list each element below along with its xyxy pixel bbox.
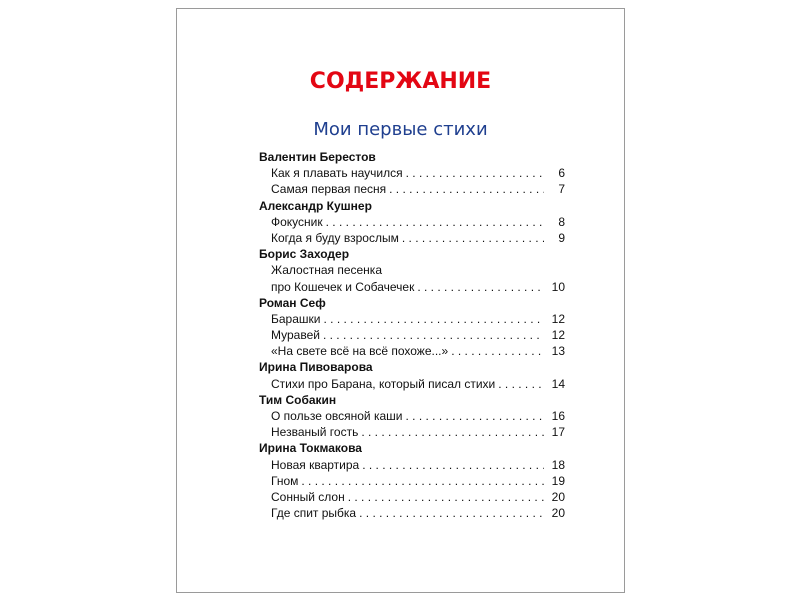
toc-entry[interactable]: Гном 19 [259, 473, 565, 489]
dot-leader [389, 181, 544, 197]
dot-leader [451, 343, 544, 359]
toc-entry-title-line: Жалостная песенка [271, 263, 382, 278]
toc-entry-title: Сонный слон [271, 489, 345, 504]
dot-leader [301, 473, 544, 489]
toc-entry-page: 20 [551, 489, 565, 504]
toc-entry-page: 9 [558, 230, 565, 245]
toc-entry-title: Как я плавать научился [271, 166, 403, 181]
table-of-contents: Валентин Берестов Как я плавать научился 6… [259, 149, 565, 521]
dot-leader [405, 408, 544, 424]
toc-entry[interactable]: про Кошечек и Собачечек 10 [259, 279, 565, 295]
book-subtitle: Мои первые стихи [313, 119, 488, 140]
dot-leader [348, 489, 544, 505]
toc-entry-title: Гном [271, 473, 299, 488]
toc-entry-title: «На свете всё на всё похоже...» [271, 344, 449, 359]
dot-leader [323, 311, 544, 327]
toc-entry[interactable]: Когда я буду взрослым 9 [259, 230, 565, 246]
toc-entry-title: Где спит рыбка [271, 506, 357, 521]
dot-leader [326, 214, 544, 230]
toc-entry[interactable]: Муравей 12 [259, 327, 565, 343]
toc-author: Александр Кушнер [259, 198, 372, 213]
toc-entry[interactable]: Где спит рыбка 20 [259, 505, 565, 521]
toc-entry-page: 19 [551, 473, 565, 488]
toc-entry-title: О пользе овсяной каши [271, 409, 403, 423]
toc-entry-page: 16 [551, 409, 565, 423]
toc-entry-page: 12 [551, 311, 565, 326]
toc-entry[interactable]: О пользе овсяной каши 16 [259, 408, 565, 424]
toc-entry[interactable]: Барашки 12 [259, 311, 565, 327]
toc-entry-page: 7 [558, 182, 565, 197]
toc-entry-title: Барашки [271, 311, 321, 326]
toc-entry-title: Муравей [271, 328, 320, 343]
toc-entry-title: Когда я буду взрослым [271, 230, 399, 245]
toc-entry[interactable]: Как я плавать научился 6 [259, 165, 565, 181]
toc-entry-page: 10 [551, 279, 565, 294]
toc-entry-title: Фокусник [271, 214, 323, 229]
toc-entry[interactable]: «На свете всё на всё похоже...» 13 [259, 343, 565, 359]
toc-entry-title: Стихи про Барана, который писал стихи [271, 376, 496, 391]
dot-leader [498, 376, 544, 392]
document-page: СОДЕРЖАНИЕ Мои первые стихи Валентин Бер… [176, 8, 625, 593]
toc-entry-page: 18 [551, 457, 565, 472]
dot-leader [402, 230, 544, 246]
toc-entry[interactable]: Самая первая песня 7 [259, 181, 565, 197]
toc-entry-page: 20 [551, 506, 565, 521]
toc-entry-title: Незваный гость [271, 425, 359, 440]
toc-entry[interactable]: Незваный гость 17 [259, 424, 565, 440]
toc-entry-page: 13 [551, 344, 565, 359]
toc-entry[interactable]: Стихи про Барана, который писал стихи 14 [259, 376, 565, 392]
toc-entry-page: 6 [558, 166, 565, 181]
toc-entry-title: Новая квартира [271, 457, 360, 472]
page-title: СОДЕРЖАНИЕ [309, 69, 492, 94]
toc-author: Валентин Берестов [259, 150, 376, 164]
toc-entry-page: 14 [551, 376, 565, 391]
toc-author: Роман Сеф [259, 295, 326, 310]
dot-leader [359, 505, 544, 521]
dot-leader [417, 279, 544, 295]
toc-entry-title: Самая первая песня [271, 182, 387, 197]
dot-leader [361, 424, 544, 440]
toc-author: Ирина Токмакова [259, 441, 362, 456]
toc-author: Борис Заходер [259, 247, 350, 262]
toc-entry[interactable]: Фокусник 8 [259, 214, 565, 230]
dot-leader [362, 457, 544, 473]
toc-author: Ирина Пивоварова [259, 360, 373, 375]
toc-author: Тим Собакин [259, 392, 337, 407]
toc-entry[interactable]: Новая квартира 18 [259, 457, 565, 473]
toc-entry-title: про Кошечек и Собачечек [271, 279, 415, 294]
toc-entry-page: 8 [558, 214, 565, 229]
dot-leader [406, 165, 544, 181]
toc-entry-page: 17 [551, 425, 565, 440]
dot-leader [323, 327, 544, 343]
toc-entry[interactable]: Сонный слон 20 [259, 489, 565, 505]
toc-entry-page: 12 [551, 328, 565, 343]
